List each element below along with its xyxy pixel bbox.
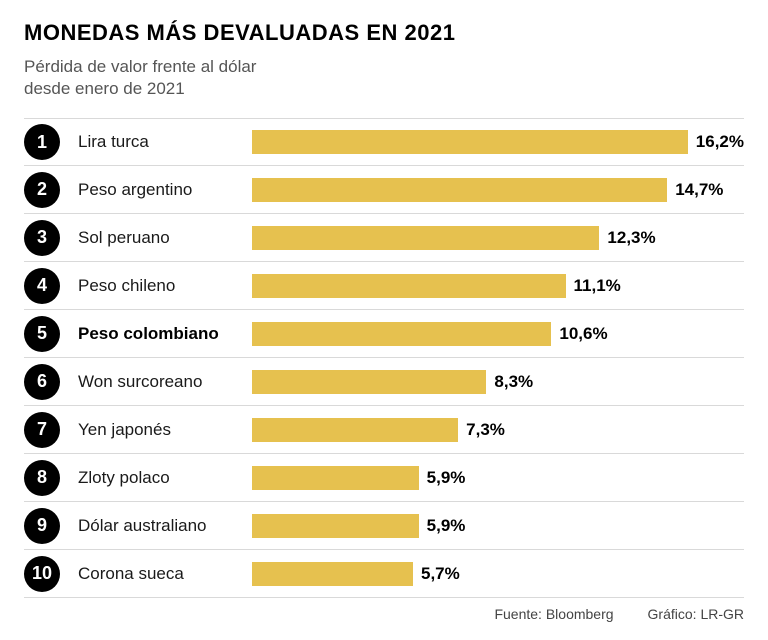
chart-row: 1 Lira turca 16,2%	[24, 118, 744, 166]
rank-badge: 8	[24, 460, 60, 496]
chart-footer: Fuente: Bloomberg Gráfico: LR-GR	[24, 606, 744, 622]
bar-wrap: 5,7%	[252, 550, 744, 597]
chart-row: 4 Peso chileno 11,1%	[24, 262, 744, 310]
rank-badge: 3	[24, 220, 60, 256]
rank-badge: 9	[24, 508, 60, 544]
chart-subtitle: Pérdida de valor frente al dólar desde e…	[24, 56, 304, 100]
chart-row: 8 Zloty polaco 5,9%	[24, 454, 744, 502]
chart-row: 2 Peso argentino 14,7%	[24, 166, 744, 214]
row-value: 7,3%	[466, 420, 505, 440]
source: Fuente: Bloomberg	[494, 606, 613, 622]
bar	[252, 466, 419, 490]
chart-row: 5 Peso colombiano 10,6%	[24, 310, 744, 358]
row-value: 5,9%	[427, 516, 466, 536]
source-value: Bloomberg	[546, 606, 614, 622]
bar	[252, 370, 486, 394]
row-label: Zloty polaco	[78, 468, 252, 488]
bar-wrap: 14,7%	[252, 166, 744, 213]
rank-badge: 7	[24, 412, 60, 448]
row-value: 14,7%	[675, 180, 723, 200]
row-label: Dólar australiano	[78, 516, 252, 536]
bar	[252, 226, 599, 250]
bar-wrap: 12,3%	[252, 214, 744, 261]
row-label: Peso argentino	[78, 180, 252, 200]
bar-wrap: 5,9%	[252, 502, 744, 549]
row-label: Corona sueca	[78, 564, 252, 584]
bar	[252, 130, 688, 154]
row-value: 5,9%	[427, 468, 466, 488]
bar	[252, 322, 551, 346]
chart-row: 9 Dólar australiano 5,9%	[24, 502, 744, 550]
row-label: Lira turca	[78, 132, 252, 152]
chart-row: 7 Yen japonés 7,3%	[24, 406, 744, 454]
row-label: Sol peruano	[78, 228, 252, 248]
row-label: Won surcoreano	[78, 372, 252, 392]
bar-wrap: 10,6%	[252, 310, 744, 357]
chart-row: 3 Sol peruano 12,3%	[24, 214, 744, 262]
rank-badge: 10	[24, 556, 60, 592]
bar-wrap: 5,9%	[252, 454, 744, 501]
graphic-label: Gráfico:	[648, 606, 697, 622]
rank-badge: 4	[24, 268, 60, 304]
rank-badge: 5	[24, 316, 60, 352]
bar-wrap: 11,1%	[252, 262, 744, 309]
rank-badge: 2	[24, 172, 60, 208]
row-value: 11,1%	[574, 276, 621, 296]
row-label: Peso colombiano	[78, 324, 252, 344]
row-value: 12,3%	[607, 228, 655, 248]
chart-row: 10 Corona sueca 5,7%	[24, 550, 744, 598]
graphic-value: LR-GR	[700, 606, 744, 622]
row-value: 16,2%	[696, 132, 744, 152]
chart-row: 6 Won surcoreano 8,3%	[24, 358, 744, 406]
rank-badge: 1	[24, 124, 60, 160]
row-value: 8,3%	[494, 372, 533, 392]
row-label: Yen japonés	[78, 420, 252, 440]
bar	[252, 514, 419, 538]
source-label: Fuente:	[494, 606, 541, 622]
bar-wrap: 7,3%	[252, 406, 744, 453]
row-label: Peso chileno	[78, 276, 252, 296]
bar-wrap: 16,2%	[252, 119, 744, 165]
bar-chart: 1 Lira turca 16,2% 2 Peso argentino 14,7% 3 Sol…	[24, 118, 744, 598]
bar	[252, 562, 413, 586]
row-value: 5,7%	[421, 564, 460, 584]
bar	[252, 178, 667, 202]
row-value: 10,6%	[559, 324, 607, 344]
graphic-credit: Gráfico: LR-GR	[648, 606, 744, 622]
chart-title: MONEDAS MÁS DEVALUADAS EN 2021	[24, 20, 744, 46]
rank-badge: 6	[24, 364, 60, 400]
bar-wrap: 8,3%	[252, 358, 744, 405]
bar	[252, 274, 566, 298]
bar	[252, 418, 458, 442]
